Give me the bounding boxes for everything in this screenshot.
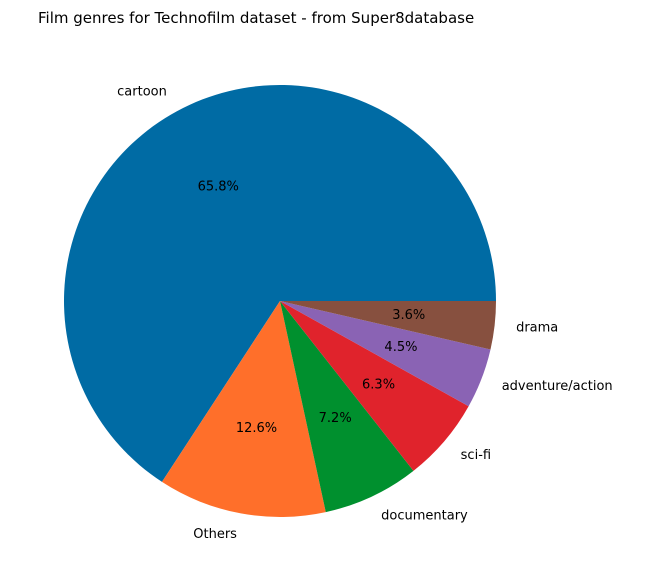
slice-label: sci-fi bbox=[461, 448, 491, 463]
pie-slice-others bbox=[161, 301, 326, 518]
pie-slice-drama bbox=[280, 301, 496, 350]
slice-labels: cartoon Others documentary sci-fi adventure/… bbox=[117, 85, 613, 543]
percent-label: 4.5% bbox=[384, 340, 417, 355]
percent-label: 7.2% bbox=[319, 411, 352, 426]
pie-slice-adventure-action bbox=[280, 301, 491, 407]
pie-slice-sci-fi bbox=[280, 301, 469, 471]
slice-label: drama bbox=[516, 320, 558, 335]
slice-label: cartoon bbox=[117, 85, 167, 100]
percent-labels: 65.8% 12.6% 7.2% 6.3% 4.5% 3.6% bbox=[198, 180, 426, 436]
pie-slices bbox=[63, 85, 497, 518]
percent-label: 3.6% bbox=[392, 308, 425, 323]
percent-label: 6.3% bbox=[362, 378, 395, 393]
chart-title: Film genres for Technofilm dataset - fro… bbox=[38, 9, 475, 27]
slice-label: adventure/action bbox=[502, 379, 613, 394]
percent-label: 65.8% bbox=[198, 180, 239, 195]
slice-label: documentary bbox=[381, 508, 468, 523]
pie-slice-documentary bbox=[280, 301, 414, 513]
slice-label: Others bbox=[193, 527, 237, 542]
pie-slice-cartoon bbox=[63, 85, 497, 482]
percent-label: 12.6% bbox=[236, 421, 277, 436]
